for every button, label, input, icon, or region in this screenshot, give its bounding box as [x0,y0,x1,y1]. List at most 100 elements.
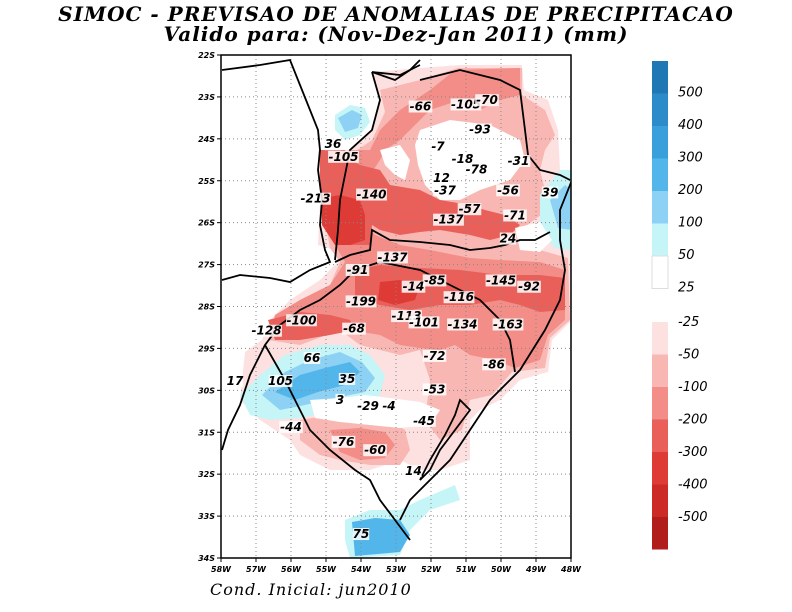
value-label-bg [401,280,426,293]
lat-tick-label: 28S [198,303,215,312]
lat-tick-label: 32S [198,470,215,479]
value-label-bg [408,316,440,329]
lat-tick-label: 22S [198,51,215,60]
value-label-bg [506,154,531,167]
anomaly-value: -100 [286,313,316,327]
legend-label: 500 [678,86,703,101]
value-label-bg [447,318,478,331]
value-label-bg [226,375,244,388]
lat-tick-label: 26S [198,219,215,228]
legend-swatch [651,255,669,289]
legend-swatch [652,484,668,517]
anomaly-value: 14 [405,464,422,478]
legend-label: -100 [678,380,708,395]
value-label-bg [338,372,356,385]
lat-tick-label: 23S [198,93,215,102]
anomaly-value: 17 [227,374,244,388]
legend-swatch [652,419,668,452]
anomaly-value: 75 [353,527,370,541]
anomaly-value: -45 [413,414,435,428]
value-label-bg [450,98,482,111]
anomaly-value: 36 [325,137,342,151]
boundary-brazil-uruguay [264,344,411,541]
lat-tick-label: 33S [198,512,215,521]
value-label-bg [300,192,331,205]
anomaly-area-blue-west [275,362,360,400]
anomaly-value: 3 [336,393,344,407]
value-label-bg [433,184,457,197]
anomaly-value: -145 [486,273,516,287]
value-label-bg [251,324,282,337]
value-label-bg [422,383,447,396]
legend-swatch [652,354,668,387]
anomaly-value: -53 [424,382,446,396]
lon-tick-label: 48W [560,565,582,574]
legend-label: -300 [678,445,708,460]
value-label-bg [279,421,303,434]
value-label-bg [503,209,527,222]
title-line-1: SIMOC - PREVISAO DE ANOMALIAS DE PRECIPI… [58,2,734,26]
anomaly-value: -29 [357,399,379,413]
lon-tick-label: 52W [421,565,442,574]
value-label-bg [268,375,293,388]
value-label-bg [443,291,475,304]
lon-tick-label: 50W [491,565,512,574]
value-label-bg [541,186,559,199]
value-label-bg [422,274,447,287]
color-legend: 500 400 300 200 100 50 25 -25 -50 -100 -200 -300 -40… [651,61,708,550]
anomaly-area-white-coast [515,222,552,252]
anomaly-value: -71 [504,208,526,222]
value-label-bg [457,203,482,216]
lon-tick-label: 55W [316,565,337,574]
boundary-sp-pr [371,64,571,181]
anomaly-value: -134 [447,317,477,331]
lat-tick-label: 31S [198,428,215,437]
initial-condition-label: Cond. Inicial: jun2010 [210,580,412,599]
value-label-bg [345,295,377,308]
lon-tick-label: 58W [211,565,232,574]
value-label-bg [324,138,342,151]
legend-label: 100 [678,216,703,231]
anomaly-value: -137 [433,213,464,227]
legend-swatch [652,191,668,224]
anomaly-value: -105 [328,150,358,164]
legend-label: -500 [678,510,708,525]
axis-ticks: 22S 23S 24S 25S 26S 27S 28S 29S 30S 31S 32S 33S 34S 5… [198,51,582,574]
legend-swatch [652,517,668,550]
boundary-pr-sc [489,231,551,249]
value-label-bg [352,528,370,541]
lat-tick-label: 25S [198,177,215,186]
anomaly-value: -105 [451,97,481,111]
legend-swatch [652,93,668,126]
value-label-bg [492,318,524,331]
legend-label: 400 [678,118,703,133]
legend-label: 200 [678,183,703,198]
value-label-bg [408,100,433,113]
value-label-bg [412,414,436,427]
anomaly-value: -31 [508,154,530,168]
legend-label: -50 [678,348,699,363]
coastline [399,180,571,521]
boundary-paraguay-east [221,58,332,283]
anomaly-value: 35 [339,372,356,386]
value-label-bg [377,251,408,264]
anomaly-value: -56 [497,183,519,197]
lat-tick-label: 27S [198,261,215,270]
anomaly-value: -18 [452,152,474,166]
value-label-bg [429,140,447,153]
legend-label: -25 [678,315,699,330]
lon-tick-label: 57W [246,565,267,574]
value-label-bg [468,123,492,136]
lon-tick-label: 56W [281,565,302,574]
anomaly-value: 39 [542,185,559,199]
anomaly-value: -44 [280,420,302,434]
value-label-bg [405,465,422,478]
legend-label: -200 [678,413,708,428]
legend-swatch [652,158,668,191]
anomaly-value: -163 [493,317,523,331]
anomaly-value: -70 [476,93,498,107]
value-label-bg [356,400,380,413]
lat-tick-label: 30S [198,386,215,395]
value-label-bg [342,322,366,335]
